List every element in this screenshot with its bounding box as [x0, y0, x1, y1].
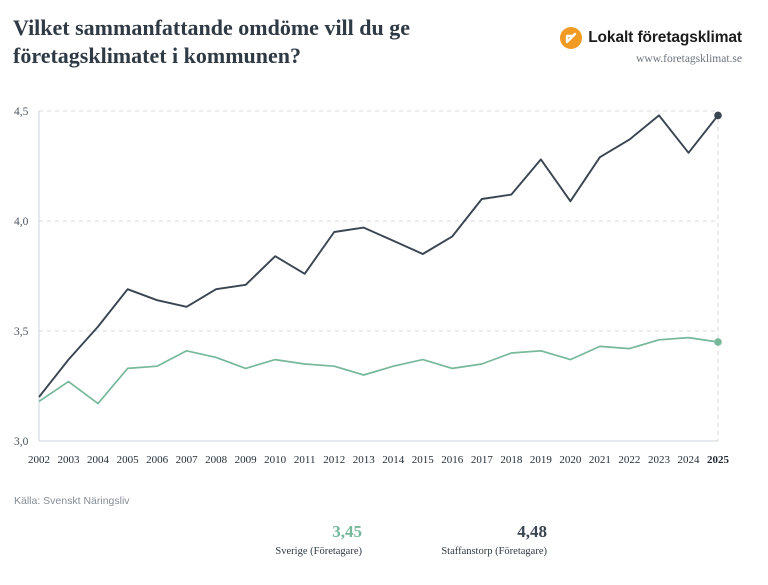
series-lines: [38, 114, 719, 405]
x-tick-label: 2009: [235, 454, 258, 466]
x-tick-label: 2013: [353, 454, 376, 466]
brand-url[interactable]: www.foretagsklimat.se: [636, 53, 742, 65]
x-tick-label: 2005: [117, 454, 140, 466]
x-tick-label: 2018: [500, 454, 523, 466]
y-tick-label: 3,5: [14, 326, 29, 338]
series-end-point[interactable]: [714, 111, 722, 120]
brand-arrow-icon: [560, 27, 583, 49]
x-tick-label: 2010: [264, 454, 287, 466]
x-tick-label: 2011: [294, 454, 316, 466]
line-chart: 3,03,54,04,5 2002 2003 2004 2005 2006 2007 200…: [14, 106, 730, 466]
series-end-point[interactable]: [714, 338, 722, 346]
stat-sverige-value: 3,45: [332, 522, 362, 541]
stat-staffanstorp: 4,48 Staffanstorp (Företagare): [441, 522, 547, 557]
gridlines: [38, 110, 719, 442]
series-line: [38, 336, 719, 405]
stat-staffanstorp-value: 4,48: [517, 522, 547, 541]
y-tick-label: 3,0: [14, 436, 29, 448]
y-tick-label: 4,0: [14, 216, 29, 228]
x-tick-label: 2002: [28, 454, 50, 466]
x-tick-label: 2020: [559, 454, 582, 466]
x-tick-label: 2003: [58, 454, 81, 466]
x-tick-label: 2015: [412, 454, 435, 466]
x-tick-label: 2012: [323, 454, 345, 466]
x-tick-label: 2023: [648, 454, 671, 466]
series-end-points: [714, 111, 722, 346]
stat-sverige-label: Sverige (Företagare): [275, 546, 362, 557]
series-line: [38, 114, 719, 398]
x-tick-label: 2008: [205, 454, 228, 466]
x-tick-label: 2024: [677, 454, 700, 466]
x-tick-label: 2017: [471, 454, 494, 466]
x-axis-ticks: 2002 2003 2004 2005 2006 2007 2008 2009 2010 2011…: [28, 454, 730, 466]
x-tick-label: 2007: [176, 454, 199, 466]
stat-staffanstorp-label: Staffanstorp (Företagare): [441, 546, 547, 557]
y-axis-ticks: 3,0 3,5 4,0 4,5: [14, 106, 29, 448]
chart-title: Vilket sammanfattande omdöme vill du ge …: [13, 15, 411, 68]
x-tick-label: 2016: [441, 454, 464, 466]
brand-logo-group[interactable]: Lokalt företagsklimat: [560, 27, 742, 49]
x-tick-label: 2022: [618, 454, 640, 466]
source-note: Källa: Svenskt Näringsliv: [14, 495, 130, 507]
x-tick-label: 2021: [589, 454, 611, 466]
brand-name: Lokalt företagsklimat: [588, 29, 742, 46]
x-tick-label: 2004: [87, 454, 110, 466]
stat-sverige: 3,45 Sverige (Företagare): [275, 522, 362, 557]
x-tick-label: 2014: [382, 454, 405, 466]
x-tick-label: 2006: [146, 454, 169, 466]
x-tick-label: 2025: [707, 454, 730, 466]
x-tick-label: 2019: [530, 454, 553, 466]
y-tick-label: 4,5: [14, 106, 29, 118]
